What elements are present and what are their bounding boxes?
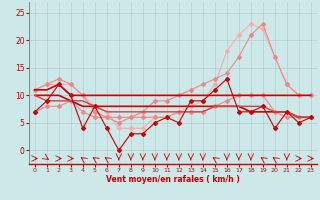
X-axis label: Vent moyen/en rafales ( km/h ): Vent moyen/en rafales ( km/h ) <box>106 175 240 184</box>
